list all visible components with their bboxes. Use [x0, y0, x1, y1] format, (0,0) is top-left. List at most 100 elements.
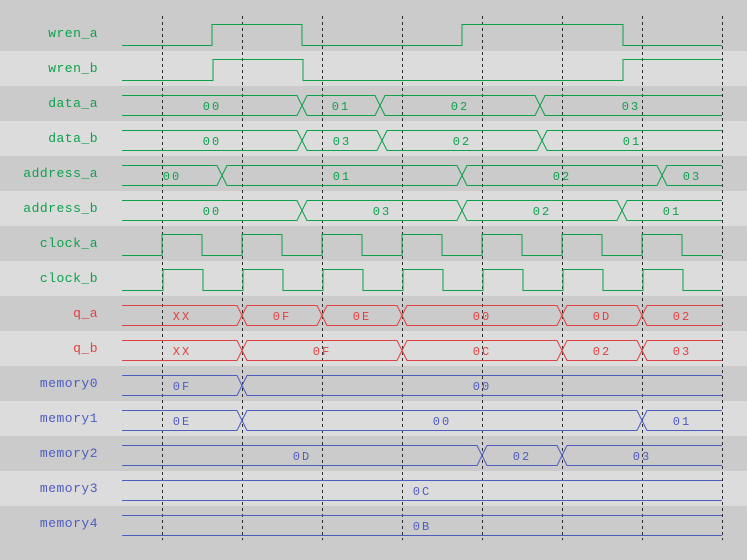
- wave-memory0-segment: [241, 375, 722, 386]
- signal-label-memory4[interactable]: memory4: [39, 516, 98, 531]
- wave-address_b-segment: [122, 210, 303, 221]
- wave-wren_b: [122, 59, 722, 81]
- wave-data_b-segment: [122, 140, 303, 151]
- bus-value-address_b-0: 00: [203, 205, 221, 219]
- wave-q_a-segment: [122, 315, 243, 326]
- bus-value-data_b-2: 02: [453, 135, 471, 149]
- bus-value-memory2-0: 0D: [293, 450, 311, 464]
- wave-address_a-segment: [221, 165, 463, 176]
- bus-value-memory0-0: 0F: [173, 380, 191, 394]
- bus-value-data_b-1: 03: [333, 135, 351, 149]
- wave-q_b-segment: [241, 350, 403, 361]
- wave-q_a-segment: [241, 305, 323, 316]
- bus-value-memory4-0: 0B: [413, 520, 431, 534]
- bus-value-address_a-2: 02: [553, 170, 571, 184]
- wave-memory2-segment: [561, 445, 722, 456]
- bus-value-q_b-1: 0F: [313, 345, 331, 359]
- bus-value-address_b-2: 02: [533, 205, 551, 219]
- wave-memory1-segment: [122, 420, 243, 431]
- wave-address_b-segment: [621, 210, 722, 221]
- wave-q_a-segment: [641, 315, 722, 326]
- wave-memory1-segment: [122, 410, 243, 421]
- bus-value-data_a-2: 02: [451, 100, 469, 114]
- bus-value-q_a-3: 00: [473, 310, 491, 324]
- signal-label-memory0[interactable]: memory0: [39, 376, 98, 391]
- wave-address_a-segment: [661, 175, 722, 186]
- signal-label-wren_b[interactable]: wren_b: [48, 61, 98, 76]
- bus-value-address_a-3: 03: [683, 170, 701, 184]
- wave-clock_a: [122, 234, 722, 256]
- wave-data_b-segment: [381, 140, 543, 151]
- wave-q_b-segment: [122, 350, 243, 361]
- wave-memory0-segment: [122, 385, 243, 396]
- bus-value-data_b-0: 00: [203, 135, 221, 149]
- signal-label-wren_a[interactable]: wren_a: [48, 26, 98, 41]
- wave-q_a-segment: [641, 305, 722, 316]
- signal-label-address_b[interactable]: address_b: [23, 201, 98, 216]
- wave-data_a-segment: [539, 95, 722, 106]
- bus-value-address_a-0: 00: [163, 170, 181, 184]
- wave-address_b-segment: [461, 200, 623, 211]
- wave-address_a-segment: [122, 175, 223, 186]
- wave-wren_a: [122, 24, 722, 46]
- signal-label-clock_a[interactable]: clock_a: [39, 236, 98, 251]
- wave-data_b-segment: [122, 130, 303, 141]
- wave-address_a-segment: [461, 165, 663, 176]
- bus-value-address_b-3: 01: [663, 205, 681, 219]
- wave-q_a-segment: [321, 315, 403, 326]
- bus-value-address_b-1: 03: [373, 205, 391, 219]
- bus-value-q_b-4: 03: [673, 345, 691, 359]
- wave-memory2-segment: [561, 455, 722, 466]
- wave-address_b-segment: [122, 200, 303, 211]
- wave-data_b-segment: [301, 140, 383, 151]
- wave-data_b-segment: [301, 130, 383, 141]
- wave-q_a-segment: [321, 305, 403, 316]
- wave-q_b-segment: [401, 340, 563, 351]
- bus-value-data_a-0: 00: [203, 100, 221, 114]
- wave-memory2-segment: [122, 445, 483, 456]
- signal-label-memory3[interactable]: memory3: [39, 481, 98, 496]
- wave-address_b-segment: [301, 210, 463, 221]
- bus-value-q_b-2: 0C: [473, 345, 491, 359]
- wave-memory1-segment: [241, 410, 643, 421]
- wave-q_a-segment: [561, 305, 643, 316]
- wave-memory1-segment: [241, 420, 643, 431]
- signal-label-q_a[interactable]: q_a: [73, 306, 98, 321]
- wave-memory1-segment: [641, 420, 722, 431]
- signal-label-memory2[interactable]: memory2: [39, 446, 98, 461]
- wave-q_b-segment: [641, 350, 722, 361]
- bus-value-memory1-1: 00: [433, 415, 451, 429]
- bus-value-q_a-5: 02: [673, 310, 691, 324]
- wave-data_b-segment: [381, 130, 543, 141]
- wave-q_b-segment: [641, 340, 722, 351]
- wave-q_a-segment: [401, 315, 563, 326]
- signal-label-clock_b[interactable]: clock_b: [39, 271, 98, 286]
- wave-q_a-segment: [561, 315, 643, 326]
- wave-q_b-segment: [561, 350, 643, 361]
- signal-label-data_a[interactable]: data_a: [48, 96, 98, 111]
- signal-label-data_b[interactable]: data_b: [48, 131, 98, 146]
- signal-label-q_b[interactable]: q_b: [73, 341, 98, 356]
- wave-memory2-segment: [481, 445, 563, 456]
- wave-q_b-segment: [122, 340, 243, 351]
- wave-memory1-segment: [641, 410, 722, 421]
- bus-value-data_b-3: 01: [623, 135, 641, 149]
- bus-value-data_a-3: 03: [622, 100, 640, 114]
- bus-value-data_a-1: 01: [332, 100, 350, 114]
- wave-q_b-segment: [561, 340, 643, 351]
- wave-data_a-segment: [301, 95, 381, 106]
- wave-memory0-segment: [122, 375, 243, 386]
- wave-q_a-segment: [241, 315, 323, 326]
- signal-label-memory1[interactable]: memory1: [39, 411, 98, 426]
- wave-data_a-segment: [379, 95, 541, 106]
- wave-q_b-segment: [401, 350, 563, 361]
- bus-value-q_a-1: 0F: [273, 310, 291, 324]
- signal-label-address_a[interactable]: address_a: [23, 166, 98, 181]
- wave-clock_b: [122, 269, 722, 291]
- bus-value-memory1-0: 0E: [173, 415, 191, 429]
- bus-value-memory3-0: 0C: [413, 485, 431, 499]
- bus-value-memory2-2: 03: [633, 450, 651, 464]
- wave-memory0-segment: [241, 385, 722, 396]
